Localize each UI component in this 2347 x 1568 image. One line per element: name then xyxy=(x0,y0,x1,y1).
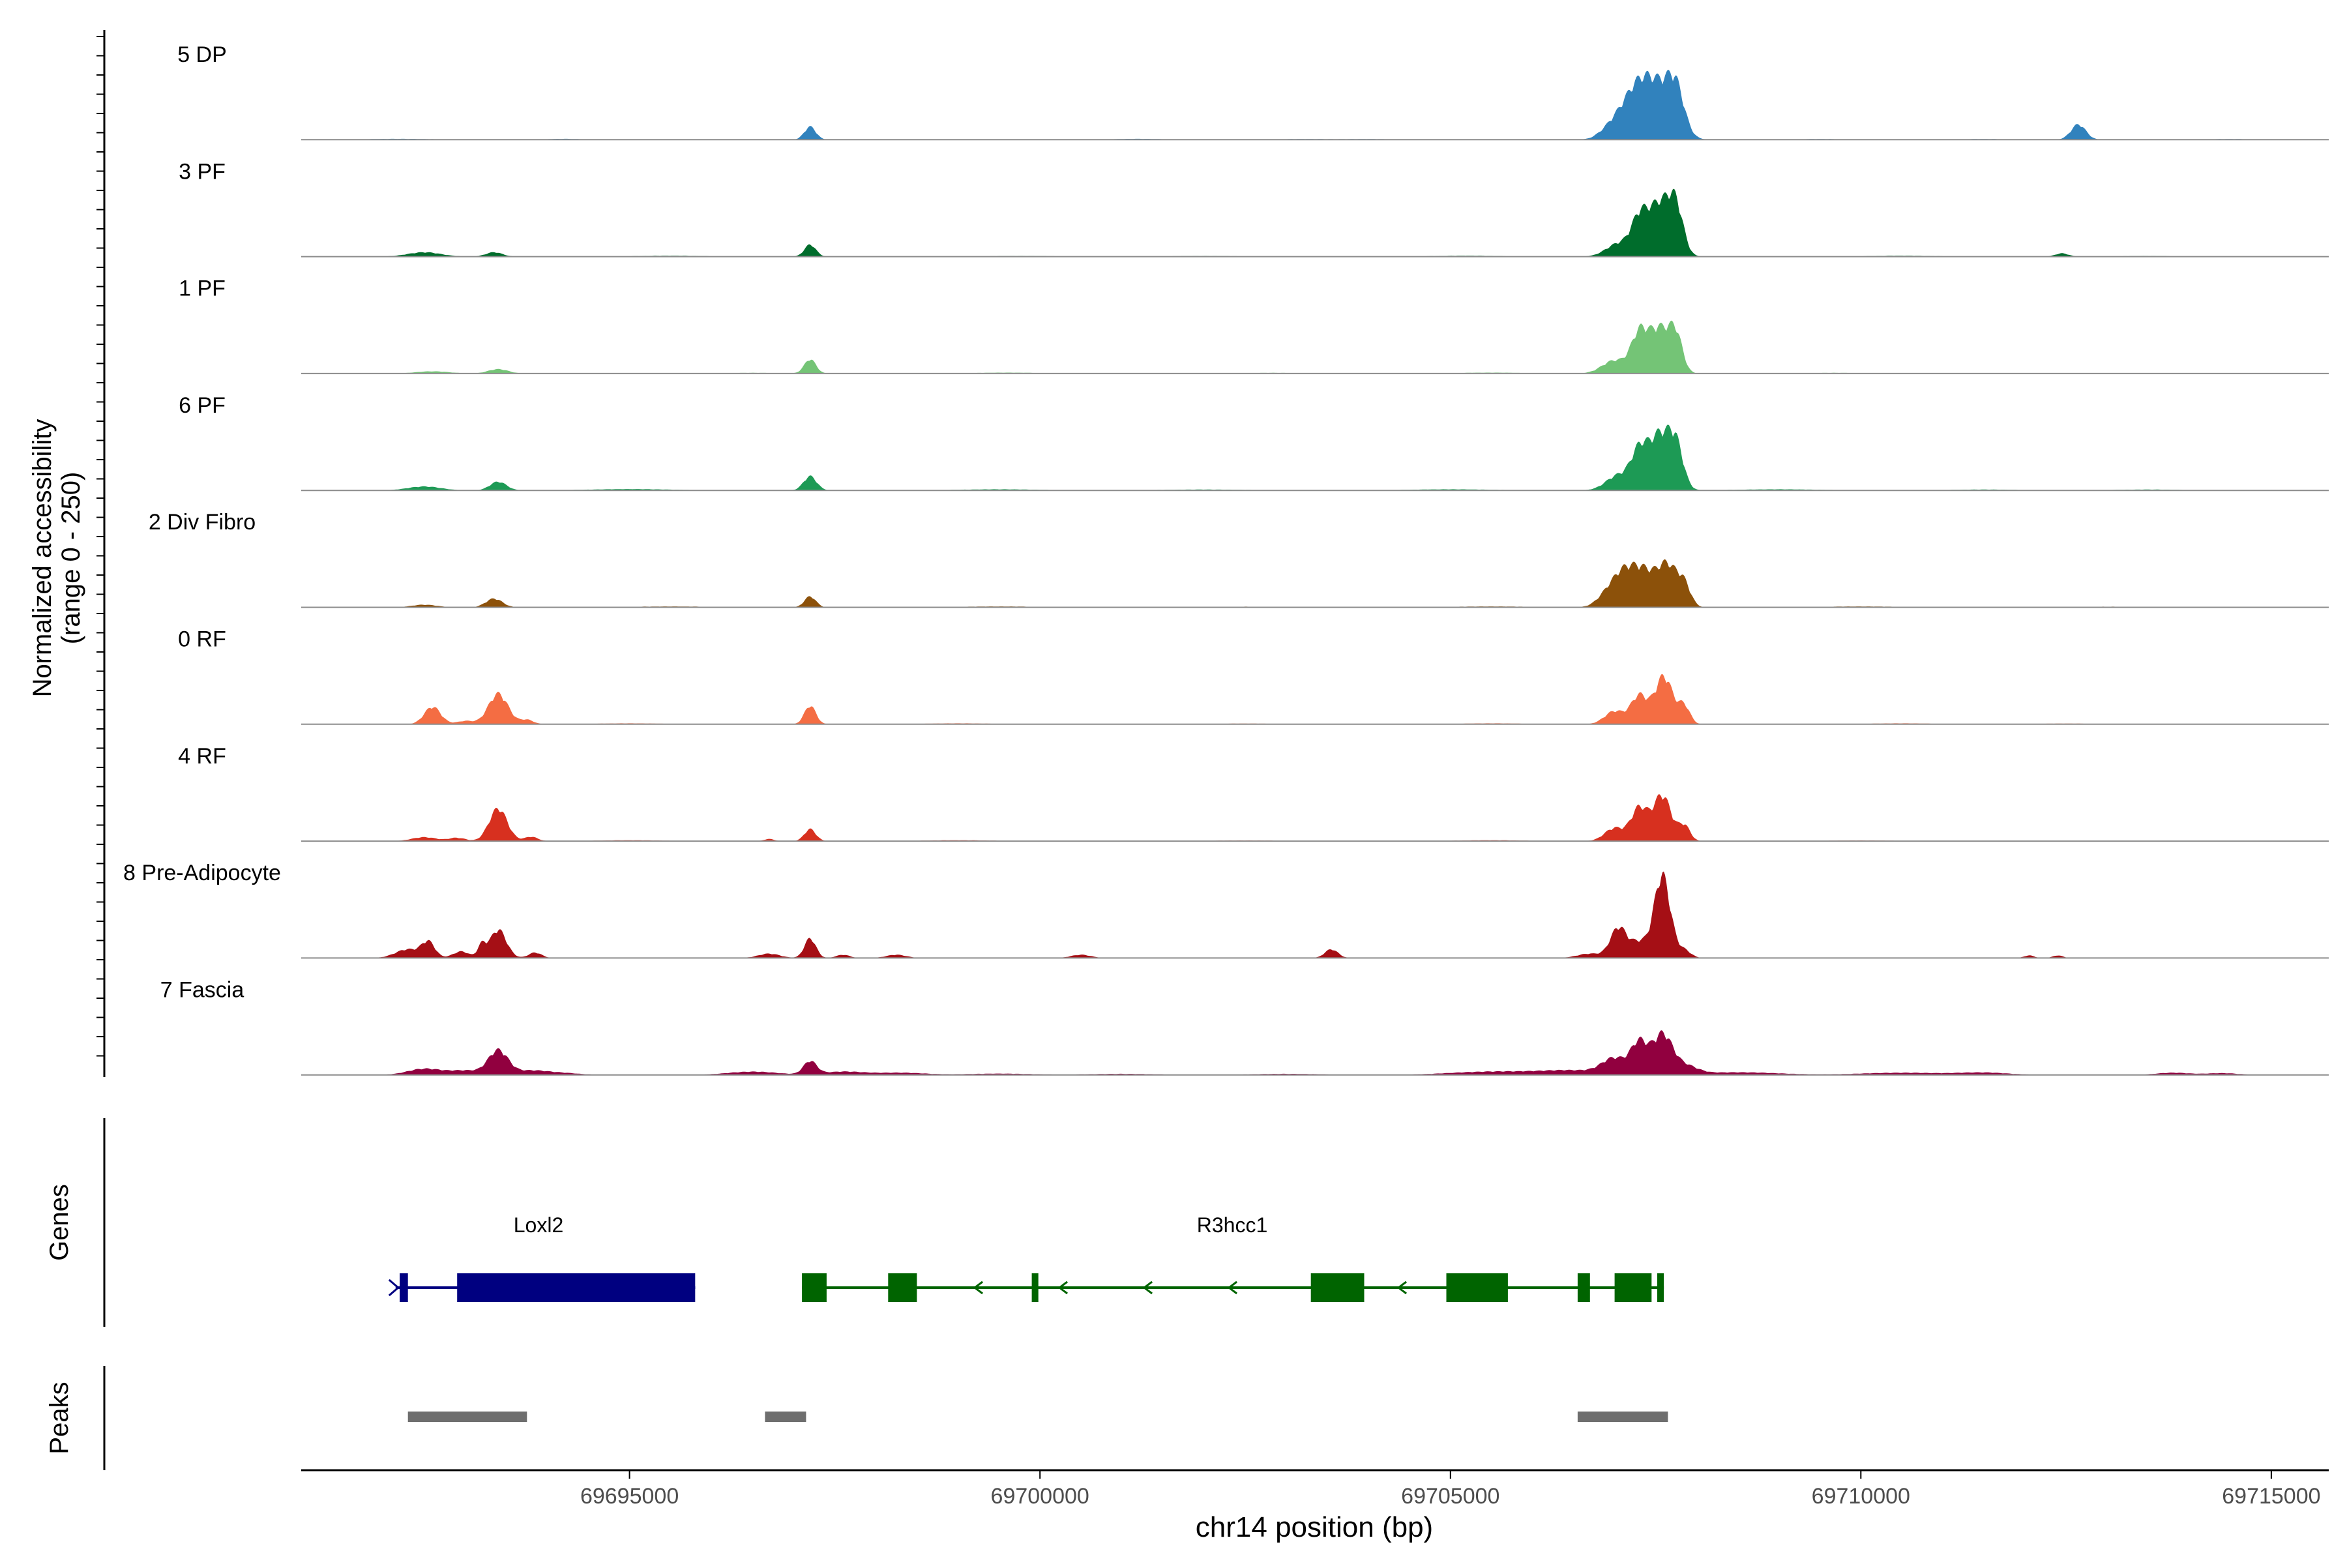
track-3: 1 PF xyxy=(179,276,2329,374)
gene-exon xyxy=(1446,1273,1508,1302)
genes-panel-label: Genes xyxy=(45,1184,74,1261)
track-label: 2 Div Fibro xyxy=(149,510,256,535)
strand-arrow xyxy=(1227,1280,1237,1295)
track-label: 3 PF xyxy=(179,159,226,184)
coverage-area xyxy=(301,794,2329,842)
peaks-panel-label-group: Peaks xyxy=(45,1382,74,1454)
gene-exon xyxy=(1657,1273,1664,1302)
accessibility-axis-ticks xyxy=(96,36,104,1057)
strand-arrow xyxy=(388,1279,400,1297)
coverage-area xyxy=(301,1030,2329,1075)
peak-region-bar xyxy=(765,1412,806,1422)
track-label: 8 Pre-Adipocyte xyxy=(123,861,281,885)
gene-exon xyxy=(1310,1273,1365,1302)
gene-name-label: R3hcc1 xyxy=(1197,1213,1268,1237)
gene-exon xyxy=(457,1273,696,1302)
y-axis-title-group: Normalized accessibility xyxy=(28,419,57,698)
track-4: 6 PF xyxy=(179,393,2329,492)
gene-exon xyxy=(1614,1273,1652,1302)
strand-arrow xyxy=(1142,1280,1153,1295)
track-2: 3 PF xyxy=(179,159,2329,258)
gene-exon xyxy=(802,1273,827,1302)
gene-name-label: Loxl2 xyxy=(514,1213,564,1237)
track-label: 1 PF xyxy=(179,276,226,301)
x-tick-label: 69695000 xyxy=(580,1484,679,1509)
peak-region-bar xyxy=(407,1412,527,1422)
track-label: 6 PF xyxy=(179,393,226,418)
gene-annotations: Loxl2 R3hcc1 xyxy=(388,1213,1664,1302)
gene-exon xyxy=(400,1273,408,1302)
track-6: 0 RF xyxy=(178,627,2329,725)
coverage-area xyxy=(301,871,2329,958)
x-tick-label: 69705000 xyxy=(1401,1484,1499,1509)
x-tick-label: 69710000 xyxy=(1812,1484,1910,1509)
peak-regions xyxy=(407,1412,1668,1422)
coverage-tracks: 5 DP 3 PF 1 PF 6 PF 2 Div Fibro 0 RF 4 RF 8 Pre… xyxy=(123,42,2329,1076)
gene-exon xyxy=(1031,1273,1039,1302)
track-8: 8 Pre-Adipocyte xyxy=(123,861,2329,959)
y-axis-range-label: (range 0 - 250) xyxy=(57,472,85,645)
y-axis-subtitle-group: (range 0 - 250) xyxy=(57,472,85,645)
y-axis-title: Normalized accessibility xyxy=(28,419,57,698)
coverage-area xyxy=(301,673,2329,724)
track-7: 4 RF xyxy=(178,744,2329,842)
track-1: 5 DP xyxy=(177,42,2329,141)
track-label: 7 Fascia xyxy=(160,977,244,1002)
strand-arrow xyxy=(973,1280,983,1295)
track-label: 0 RF xyxy=(178,627,226,652)
gene-loxl2: Loxl2 xyxy=(388,1213,696,1302)
x-axis-title: chr14 position (bp) xyxy=(1196,1511,1433,1543)
strand-arrow xyxy=(1057,1280,1068,1295)
x-axis-ticks: 69695000 69700000 69705000 69710000 69715000 xyxy=(580,1470,2321,1509)
track-label: 5 DP xyxy=(177,42,227,67)
strand-arrow xyxy=(1396,1280,1407,1295)
x-tick-label: 69715000 xyxy=(2222,1484,2320,1509)
peaks-panel-label: Peaks xyxy=(45,1382,74,1454)
gene-exon xyxy=(888,1273,917,1302)
coverage-area xyxy=(301,424,2329,491)
gene-r3hcc1: R3hcc1 xyxy=(802,1213,1664,1302)
x-tick-label: 69700000 xyxy=(991,1484,1089,1509)
peak-region-bar xyxy=(1577,1412,1668,1422)
track-5: 2 Div Fibro xyxy=(149,510,2329,608)
genes-panel-label-group: Genes xyxy=(45,1184,74,1261)
track-9: 7 Fascia xyxy=(160,977,2329,1076)
gene-exon xyxy=(1577,1273,1590,1302)
track-label: 4 RF xyxy=(178,744,226,769)
